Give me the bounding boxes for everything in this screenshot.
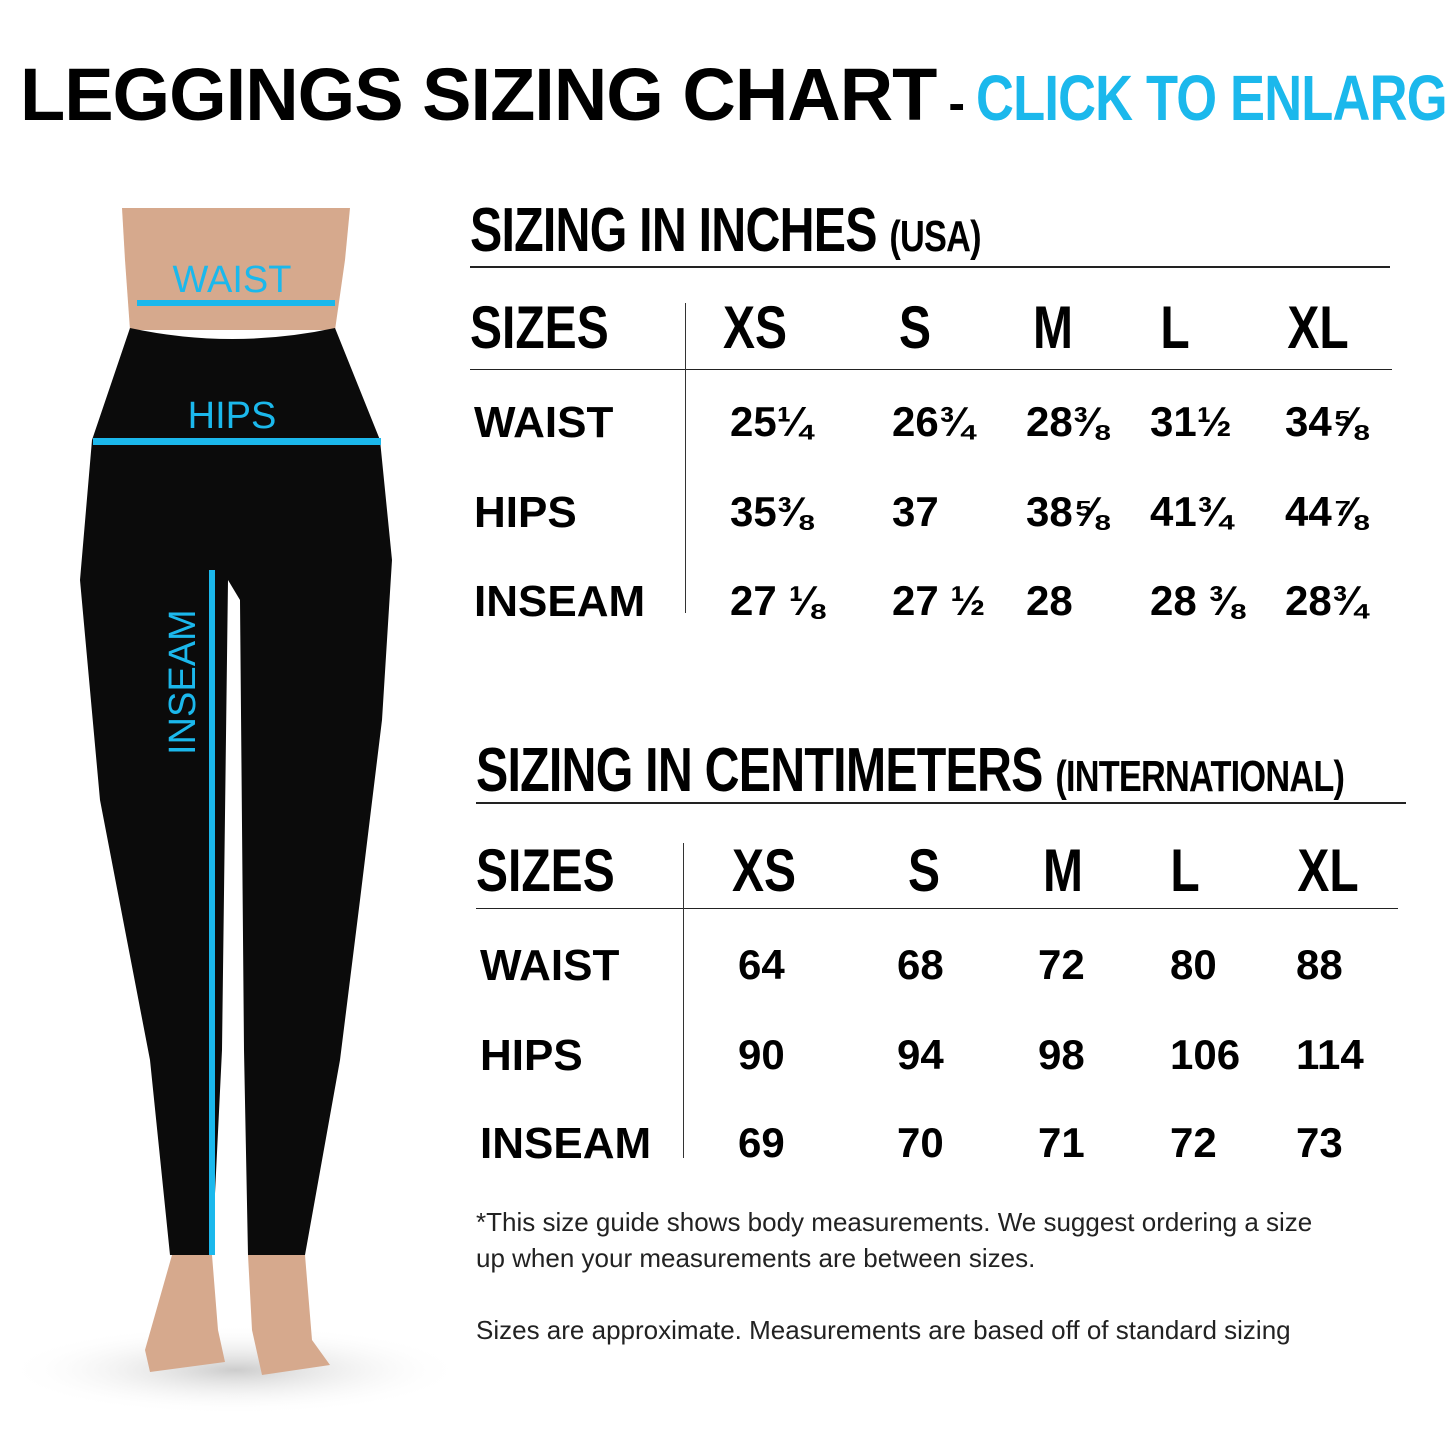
cell-value: 71 [1038,1119,1085,1166]
cell-value: 38⅝ [1026,488,1108,535]
left-foot [145,1255,225,1372]
divider [470,266,1390,268]
right-foot [248,1255,330,1375]
header-divider [470,369,1392,370]
header-divider [476,908,1398,909]
column-header-xl: XL [1297,837,1359,904]
cell-value: 68 [897,941,944,988]
cell-value: 27 ½ [892,577,986,624]
column-divider [685,303,686,613]
cell-value: 27 ⅛ [730,577,824,624]
cell-value: 73 [1296,1119,1343,1166]
row-label-waist: WAIST [474,398,614,447]
cell-value: 88 [1296,941,1343,988]
column-header-xl: XL [1287,294,1349,361]
torso [122,208,350,330]
cell-value: 80 [1170,941,1217,988]
cell-value: 98 [1038,1031,1085,1078]
cell-value: 41¾ [1150,488,1232,535]
cell-value: 64 [738,941,785,988]
waist-label: WAIST [173,259,292,301]
cell-value: 25¼ [730,398,812,445]
column-header-s: S [907,837,941,904]
row-label-waist: WAIST [480,941,620,990]
note-line-2: up when your measurements are between si… [476,1243,1036,1273]
cell-value: 114 [1296,1031,1364,1078]
cm-heading-sub: (INTERNATIONAL) [1055,752,1345,801]
cell-value: 106 [1170,1031,1241,1078]
row-label-hips: HIPS [474,488,577,537]
column-header-xs: XS [731,837,797,904]
inseam-label: INSEAM [162,609,204,755]
leggings-figure: WAIST HIPS INSEAM [5,208,460,1415]
cell-value: 28⅜ [1026,398,1108,445]
page-title: LEGGINGS SIZING CHART - CLICK TO ENLARGE [20,52,1445,137]
cell-value: 28 ⅜ [1150,577,1244,624]
leggings [80,328,392,1255]
waist-line [137,300,335,306]
column-header-m: M [1043,837,1083,904]
cell-value: 72 [1170,1119,1217,1166]
column-header-sizes: SIZES [470,294,609,361]
floor-shadow [5,1325,460,1415]
row-label-hips: HIPS [480,1031,583,1080]
cell-value: 34⅝ [1285,398,1367,445]
cell-value: 31½ [1150,398,1232,445]
cell-value: 35⅜ [730,488,812,535]
cell-value: 28¾ [1285,577,1367,624]
row-label-inseam: INSEAM [474,577,646,626]
inches-heading-sub: (USA) [889,212,981,261]
hips-label: HIPS [188,395,277,437]
column-header-s: S [898,294,932,361]
cm-heading-text: SIZING IN CENTIMETERS [476,736,1043,805]
row-label-inseam: INSEAM [480,1119,652,1168]
note-disclaimer: Sizes are approximate. Measurements are … [476,1315,1291,1345]
column-header-m: M [1033,294,1073,361]
divider [476,802,1406,804]
cell-value: 44⅞ [1285,488,1367,535]
cell-value: 70 [897,1119,944,1166]
hips-line [93,438,381,445]
inches-heading: SIZING IN INCHES (USA) [470,195,982,266]
column-header-l: L [1170,837,1200,904]
inches-heading-text: SIZING IN INCHES [470,196,877,265]
cell-value: 69 [738,1119,785,1166]
title-text: LEGGINGS SIZING CHART [20,53,937,136]
cell-value: 72 [1038,941,1085,988]
column-header-l: L [1160,294,1190,361]
cm-heading: SIZING IN CENTIMETERS (INTERNATIONAL) [476,735,1345,806]
cell-value: 37 [892,488,939,535]
cell-value: 94 [897,1031,944,1078]
cell-value: 26¾ [892,398,974,445]
cell-value: 28 [1026,577,1073,624]
column-header-xs: XS [722,294,788,361]
click-to-enlarge-link[interactable]: CLICK TO ENLARGE [976,62,1445,134]
title-separator: - [948,75,965,131]
cell-value: 90 [738,1031,785,1078]
column-divider [683,843,684,1158]
note-line-1: *This size guide shows body measurements… [476,1207,1313,1237]
inseam-line [209,570,215,1255]
column-header-sizes: SIZES [476,837,615,904]
